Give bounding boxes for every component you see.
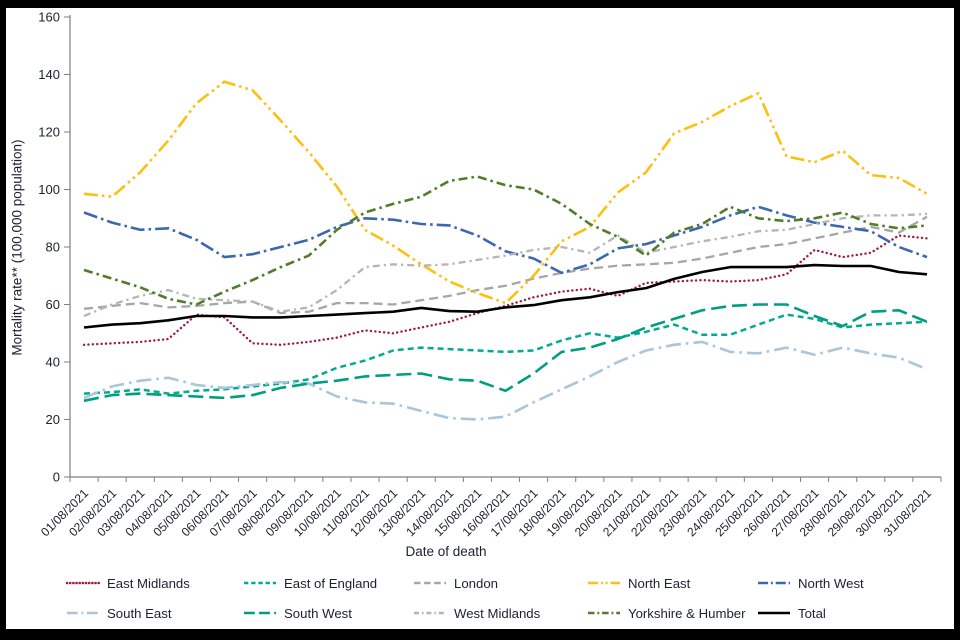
- legend-item-west-midlands: West Midlands: [413, 605, 541, 621]
- svg-text:120: 120: [38, 125, 60, 140]
- legend-swatch: [66, 581, 100, 585]
- mortality-line-chart: 02040608010012014016001/08/202102/08/202…: [38, 10, 942, 539]
- legend-item-east-of-england: East of England: [243, 575, 378, 591]
- svg-text:60: 60: [46, 297, 60, 312]
- legend-label: Yorkshire & Humber: [628, 605, 746, 621]
- chart-canvas: 0 20 40 60 80 100 120 140 160 01/08/2021 02/08/202…: [6, 8, 954, 629]
- svg-text:160: 160: [38, 10, 60, 25]
- legend-swatch: [758, 581, 790, 585]
- legend-label: East of England: [284, 575, 378, 591]
- legend-label: South East: [107, 605, 172, 621]
- legend-label: Total: [798, 605, 826, 621]
- x-axis-title: Date of death: [405, 544, 487, 559]
- legend-swatch: [588, 581, 620, 585]
- legend-label: West Midlands: [454, 605, 541, 621]
- legend-label: London: [454, 575, 499, 591]
- svg-text:40: 40: [46, 355, 60, 370]
- legend-label: East Midlands: [107, 575, 190, 591]
- legend-item-south-west: South West: [243, 605, 352, 621]
- legend-item-yorkshire-humber: Yorkshire & Humber: [587, 605, 746, 621]
- legend-item-north-east: North East: [587, 575, 691, 591]
- svg-text:140: 140: [38, 67, 60, 82]
- legend-swatch: [244, 581, 276, 585]
- legend-swatch: [244, 611, 276, 615]
- y-axis-title: Mortality rate** (100,000 population): [9, 139, 25, 356]
- legend-swatch: [758, 611, 790, 615]
- legend-swatch: [588, 611, 620, 615]
- legend-item-north-west: North West: [757, 575, 864, 591]
- legend-swatch: [414, 581, 446, 585]
- svg-text:0: 0: [53, 470, 60, 485]
- legend-item-east-midlands: East Midlands: [66, 575, 190, 591]
- legend-swatch: [414, 611, 446, 615]
- legend-label: North East: [628, 575, 691, 591]
- legend-swatch: [67, 611, 99, 615]
- svg-text:80: 80: [46, 240, 60, 255]
- legend-label: North West: [798, 575, 864, 591]
- svg-text:20: 20: [46, 412, 60, 427]
- legend-item-total: Total: [757, 605, 826, 621]
- legend-item-london: London: [413, 575, 499, 591]
- legend-item-south-east: South East: [66, 605, 172, 621]
- legend-label: South West: [284, 605, 352, 621]
- svg-text:100: 100: [38, 182, 60, 197]
